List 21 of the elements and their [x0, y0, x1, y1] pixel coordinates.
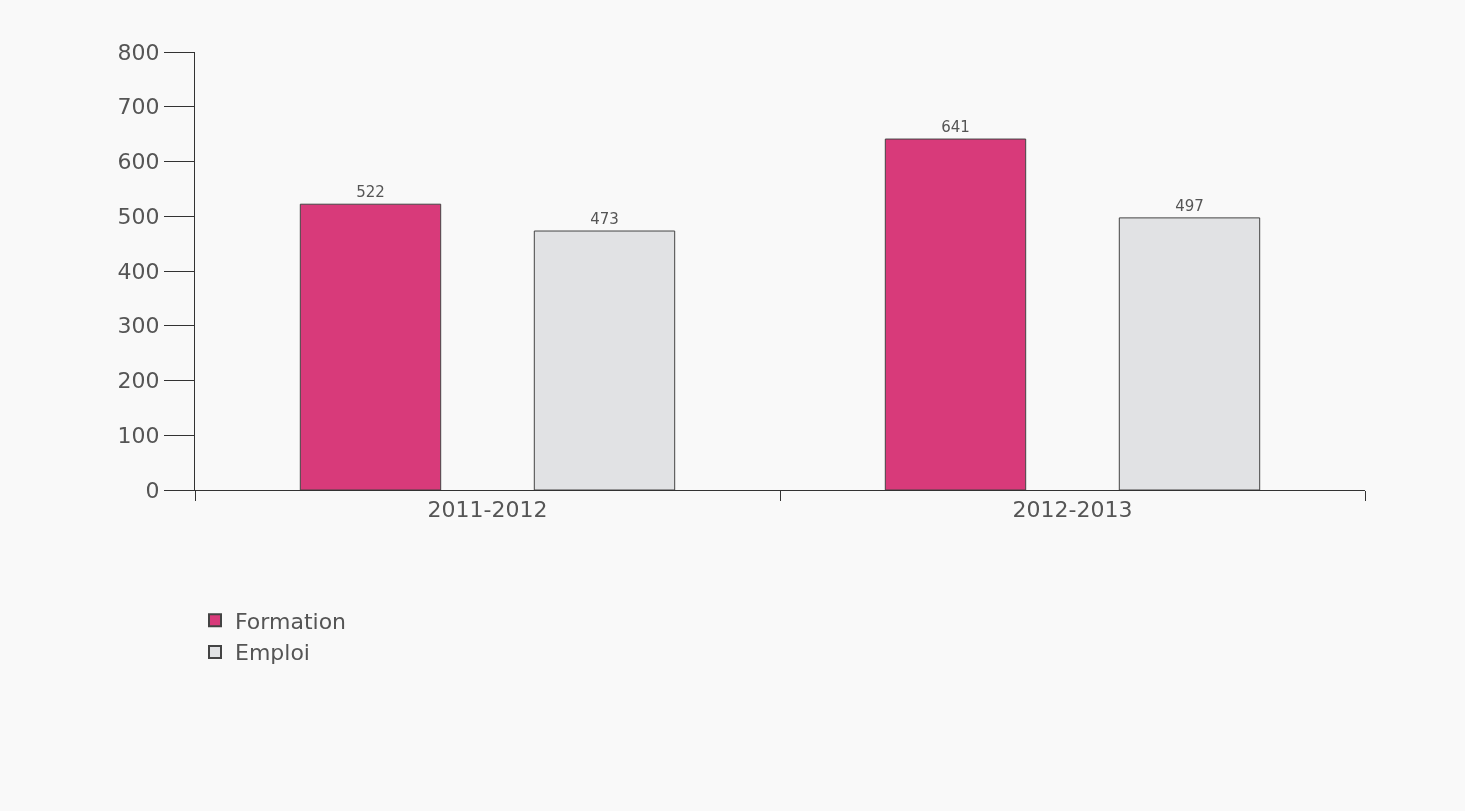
y-tick-label: 0 — [145, 477, 160, 503]
y-tick-label: 500 — [117, 203, 160, 229]
legend-label: Emploi — [235, 640, 310, 666]
data-label: 497 — [1175, 196, 1204, 215]
y-tick-label: 400 — [117, 258, 160, 284]
x-tick-label: 2011-2012 — [427, 497, 548, 523]
bar — [1118, 217, 1261, 490]
y-tick-label: 600 — [117, 149, 160, 175]
legend-label: Formation — [235, 608, 347, 634]
y-tick-label: 300 — [117, 313, 160, 339]
data-label: 522 — [356, 183, 385, 202]
y-tick-label: 100 — [117, 422, 160, 448]
bar — [299, 203, 442, 490]
data-label: 641 — [941, 118, 970, 137]
bar — [884, 138, 1027, 490]
y-tick-label: 700 — [117, 94, 160, 120]
x-tick-label: 2012-2013 — [1012, 497, 1133, 523]
y-tick-label: 800 — [117, 39, 160, 65]
data-label: 473 — [590, 210, 619, 229]
bar — [533, 230, 676, 490]
y-tick-label: 200 — [117, 368, 160, 394]
